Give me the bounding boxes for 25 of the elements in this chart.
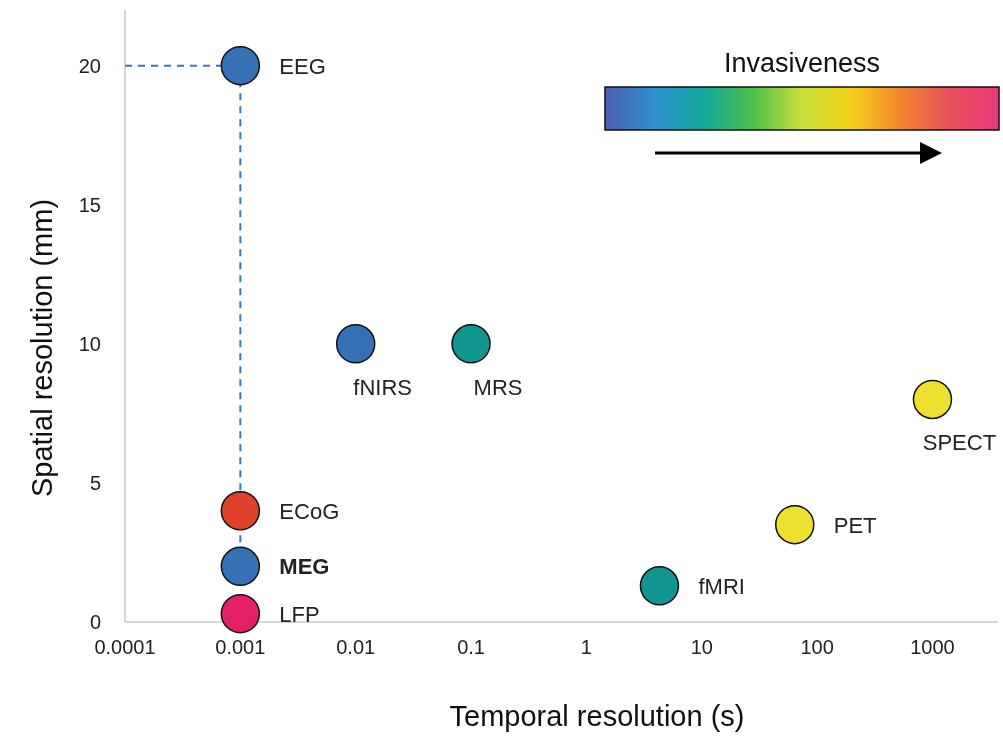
x-axis-title: Temporal resolution (s) (449, 700, 745, 732)
y-tick-label: 15 (78, 193, 101, 216)
annotation: EEG (279, 53, 326, 79)
annotation: MEG (279, 554, 330, 580)
annotation: ECoG (279, 498, 340, 524)
annotation: PET (833, 512, 877, 538)
annotation: fMRI (698, 573, 745, 599)
x-tick-label: 0.1 (457, 636, 485, 658)
y-axis-title: Spatial resolution (mm) (26, 198, 58, 498)
x-tick-label: 0.0001 (94, 636, 156, 658)
y-tick-label: 5 (89, 471, 101, 494)
x-tick-label: 0.01 (336, 636, 376, 658)
y-tick-label: 0 (89, 611, 101, 633)
annotation: fNIRS (353, 374, 413, 400)
x-tick-label: 10 (690, 636, 713, 658)
annotation: LFP (279, 601, 320, 627)
color-bar-title: Invasiveness (723, 48, 881, 78)
x-tick-label: 100 (800, 636, 834, 658)
annotation: MRS (473, 374, 523, 400)
x-tick-label: 1000 (910, 636, 955, 658)
y-tick-label: 10 (78, 332, 101, 355)
annotation: SPECT (922, 430, 997, 456)
x-tick-label: 0.001 (215, 636, 266, 658)
y-tick-label: 20 (78, 54, 101, 77)
x-tick-label: 1 (580, 636, 592, 658)
